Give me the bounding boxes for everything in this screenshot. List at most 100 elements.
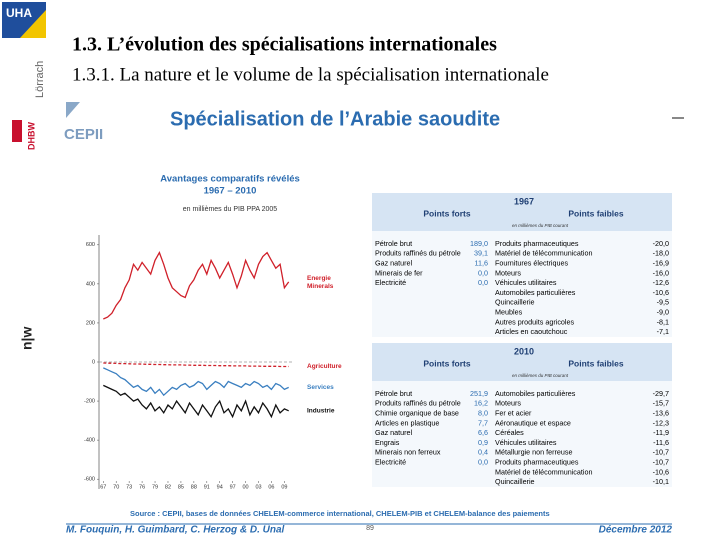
table-strong-header: Points forts — [423, 208, 470, 218]
weak-name: Fer et acier — [495, 409, 532, 418]
weak-name: Meubles — [495, 308, 523, 317]
strong-value: 251,9 — [470, 389, 488, 398]
footer-page: 89 — [366, 525, 374, 532]
series-line — [103, 362, 289, 368]
weak-value: -16,9 — [653, 259, 669, 268]
table-unit: en millièmes du PIB courant — [512, 223, 569, 228]
table-header-band — [372, 343, 672, 381]
x-tick-label: 82 — [165, 484, 171, 490]
weak-value: -18,0 — [653, 249, 669, 258]
weak-value: -12,3 — [653, 418, 669, 427]
series-label: Energie Minerals — [307, 275, 334, 290]
series-line — [103, 251, 290, 320]
strong-value: 8,0 — [478, 409, 488, 418]
chart-subtitle: en millièmes du PIB PPA 2005 — [183, 206, 278, 213]
strong-name: Minerais de fer — [375, 268, 423, 277]
strong-name: Electricité — [375, 278, 406, 287]
series-label: Services — [307, 384, 334, 391]
weak-value: -16,0 — [653, 268, 669, 277]
weak-value: -10,7 — [653, 448, 669, 457]
weak-value: -15,7 — [653, 399, 669, 408]
strong-value: 7,7 — [478, 418, 488, 427]
footer-date: Décembre 2012 — [599, 525, 673, 536]
strong-name: Produits raffinés du pétrole — [375, 249, 461, 258]
x-tick-label: 85 — [178, 484, 184, 490]
weak-value: -9,0 — [657, 308, 669, 317]
table-body — [372, 381, 672, 487]
weak-name: Fournitures électriques — [495, 259, 569, 268]
weak-name: Autres produits agricoles — [495, 317, 575, 326]
dhbw-mark — [12, 120, 22, 142]
x-tick-label: 91 — [204, 484, 210, 490]
weak-name: Produits pharmaceutiques — [495, 458, 579, 467]
weak-name: Produits pharmaceutiques — [495, 239, 579, 248]
strong-name: Chimie organique de base — [375, 409, 459, 418]
series-label-line: Minerals — [307, 283, 334, 290]
weak-value: -10,1 — [653, 477, 669, 486]
strong-name: Gaz naturel — [375, 428, 413, 437]
y-tick-label: 400 — [86, 281, 95, 287]
weak-name: Automobiles particulières — [495, 389, 576, 398]
table-year: 1967 — [514, 196, 534, 206]
x-tick-label: 97 — [230, 484, 236, 490]
weak-value: -8,1 — [657, 317, 669, 326]
x-tick-label: 09 — [281, 484, 287, 490]
slide-title: Spécialisation de l’Arabie saoudite — [170, 108, 500, 130]
uha-logo-accent — [20, 10, 46, 38]
weak-name: Quincaillerie — [495, 298, 535, 307]
weak-name: Véhicules utilitaires — [495, 278, 557, 287]
weak-value: -20,0 — [653, 239, 669, 248]
weak-name: Aéronautique et espace — [495, 418, 571, 427]
x-tick-label: 94 — [217, 484, 223, 490]
table-strong-header: Points forts — [423, 358, 470, 368]
x-tick-label: 06 — [268, 484, 274, 490]
table-unit: en millièmes du PIB courant — [512, 373, 569, 378]
weak-value: -9,5 — [657, 298, 669, 307]
cepii-logo-mark — [66, 102, 80, 118]
series-label: Agriculture — [307, 363, 342, 370]
table-header-band — [372, 193, 672, 231]
strong-value: 16,2 — [474, 399, 488, 408]
chart-title: Avantages comparatifs révélés — [160, 174, 300, 185]
weak-value: -7,1 — [657, 327, 669, 336]
y-tick-label: 600 — [86, 242, 95, 248]
x-tick-label: 73 — [126, 484, 132, 490]
weak-value: -11,6 — [653, 438, 669, 447]
weak-value: -12,6 — [653, 278, 669, 287]
weak-value: -29,7 — [653, 389, 669, 398]
strong-name: Gaz naturel — [375, 259, 413, 268]
uha-text: UHA — [6, 6, 32, 20]
strong-name: Produits raffinés du pétrole — [375, 399, 461, 408]
strong-value: 0,0 — [478, 458, 488, 467]
strong-value: 39,1 — [474, 249, 488, 258]
strong-value: 6,6 — [478, 428, 488, 437]
strong-name: Articles en plastique — [375, 418, 439, 427]
weak-name: Céréales — [495, 428, 524, 437]
series-line — [103, 384, 289, 419]
weak-value: -10,6 — [653, 288, 669, 297]
strong-name: Pétrole brut — [375, 239, 412, 248]
weak-name: Articles en caoutchouc — [495, 327, 568, 336]
y-tick-label: 0 — [92, 359, 95, 365]
weak-name: Matériel de télécommunication — [495, 467, 592, 476]
series-line — [103, 367, 289, 397]
strong-value: 0,0 — [478, 268, 488, 277]
y-tick-label: -400 — [84, 438, 95, 444]
strong-value: 0,0 — [478, 278, 488, 287]
table-weak-header: Points faibles — [568, 358, 624, 368]
x-tick-label: 79 — [152, 484, 158, 490]
title: 1.3. L’évolution des spécialisations int… — [72, 34, 497, 56]
y-tick-label: 200 — [86, 320, 95, 326]
strong-name: Electricité — [375, 458, 406, 467]
x-tick-label: 00 — [243, 484, 249, 490]
source: Source : CEPII, bases de données CHELEM-… — [130, 509, 550, 518]
strong-name: Minerais non ferreux — [375, 448, 441, 457]
x-tick-label: 67 — [100, 484, 106, 490]
series-label: Industrie — [307, 408, 335, 415]
strong-value: 0,9 — [478, 438, 488, 447]
weak-name: Métallurgie non ferreuse — [495, 448, 573, 457]
x-tick-label: 70 — [113, 484, 119, 490]
x-tick-label: 88 — [191, 484, 197, 490]
y-tick-label: -200 — [84, 399, 95, 405]
